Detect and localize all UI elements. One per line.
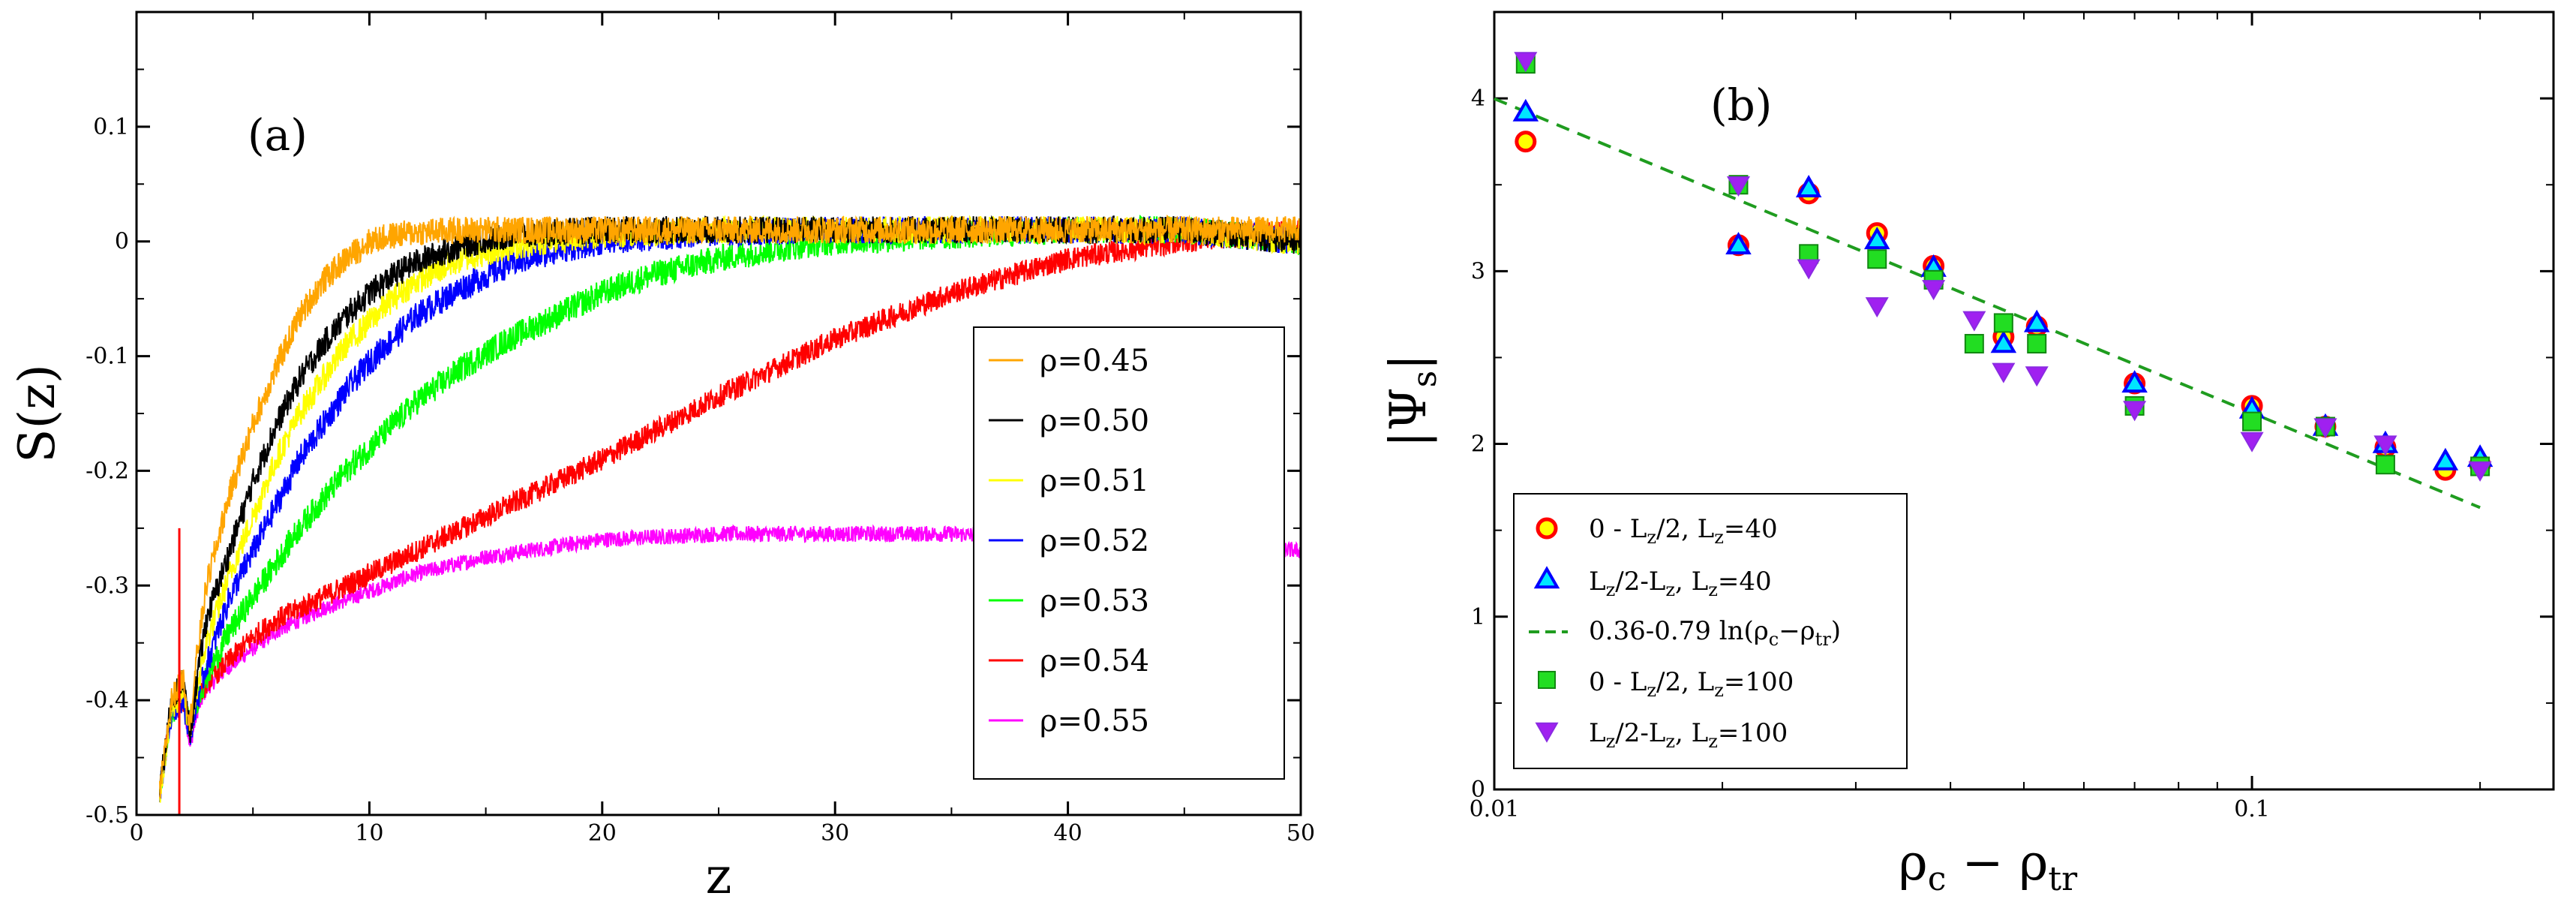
point-triangle-down [2373, 435, 2397, 456]
point-triangle-down [2123, 401, 2147, 422]
a-xtick-label: 0 [129, 820, 143, 846]
b-xtick-label: 0.1 [2234, 796, 2270, 822]
point-triangle-down [1726, 176, 1750, 197]
b-ytick-label: 4 [1471, 86, 1485, 112]
point-triangle-down [1922, 280, 1946, 301]
a-xtick-label: 30 [821, 820, 849, 846]
legend-a-label-6: ρ=0.55 [1040, 704, 1149, 738]
legend-a-label-5: ρ=0.54 [1040, 644, 1149, 678]
legend-b-label-3: 0 - Lz/2, Lz=100 [1589, 667, 1794, 701]
b-ytick-label: 3 [1471, 258, 1485, 284]
panel-b: 0.01 0.1 0 1 2 3 4 (b) ρc − ρtr |Ψs| 0 - Lz/2,… [1380, 11, 2555, 898]
panel-b-label: (b) [1710, 80, 1772, 131]
point-square [1993, 313, 2013, 333]
point-square [2027, 334, 2047, 354]
b-ytick-label: 2 [1471, 431, 1485, 458]
panel-b-legend-entries [1529, 517, 1568, 743]
a-xtick-label: 50 [1286, 820, 1315, 846]
legend-b-swatch-0 [1536, 517, 1558, 540]
a-xtick-label: 40 [1054, 820, 1082, 846]
point-square [1964, 334, 1984, 354]
point-triangle-up [1725, 231, 1752, 254]
legend-a-label-4: ρ=0.53 [1040, 584, 1149, 618]
panel-a-legend-entries: ρ=0.45 ρ=0.50 ρ=0.51 ρ=0.52 ρ=0.53 ρ=0.54 ρ=0.… [989, 344, 1149, 738]
point-triangle-down [2240, 431, 2264, 453]
a-ytick-label: 0 [115, 229, 129, 255]
panel-a-ticks: 0 10 20 30 40 50 -0.5 -0.4 -0.3 -0.2 -0.1 0 0.1 [86, 12, 1315, 846]
panel-a-ylabel: S(z) [8, 364, 66, 462]
point-circle [1515, 131, 1537, 153]
panel-b-ticks: 0.01 0.1 0 1 2 3 4 [1470, 12, 2553, 822]
point-triangle-down [2025, 366, 2049, 387]
point-triangle-up [2432, 447, 2459, 471]
point-triangle-down [1514, 52, 1538, 73]
point-triangle-up [1863, 227, 1890, 250]
legend-b-swatch-1 [1533, 566, 1560, 589]
panel-b-legend: 0 - Lz/2, Lz=40 Lz/2-Lz, Lz=40 0.36-0.79… [1513, 493, 1908, 769]
point-triangle-down [2468, 461, 2492, 482]
legend-b-label-0: 0 - Lz/2, Lz=40 [1589, 514, 1778, 548]
panel-b-fit [1494, 97, 2481, 510]
legend-b-label-4: Lz/2-Lz, Lz=100 [1589, 718, 1788, 752]
point-triangle-down [1865, 297, 1889, 318]
a-ytick-label: -0.1 [86, 344, 129, 370]
panel-b-legend-box [1513, 493, 1908, 769]
a-ytick-label: -0.3 [86, 573, 129, 599]
point-triangle-up [2121, 370, 2148, 393]
point-triangle-up [1795, 175, 1822, 198]
legend-a-label-0: ρ=0.45 [1040, 344, 1149, 378]
point-triangle-up [1512, 98, 1539, 122]
point-triangle-down [1797, 259, 1821, 280]
a-ytick-label: -0.5 [86, 802, 129, 828]
point-triangle-down [1962, 311, 1986, 332]
panel-b-points [1512, 52, 2493, 482]
point-square [2242, 411, 2262, 431]
a-xtick-label: 20 [588, 820, 617, 846]
b-ytick-label: 0 [1471, 777, 1485, 803]
b-xtick-label: 0.01 [1470, 796, 1520, 822]
panel-a-xlabel: z [706, 847, 732, 899]
panel-b-ylabel: |Ψs| [1380, 354, 1444, 448]
a-ytick-label: 0.1 [93, 114, 129, 140]
legend-a-label-3: ρ=0.52 [1040, 524, 1149, 558]
panel-a-series [159, 214, 1302, 815]
legend-a-label-2: ρ=0.51 [1040, 464, 1149, 498]
series-line-5 [159, 220, 1302, 798]
a-ytick-label: -0.4 [86, 687, 129, 714]
panel-b-xlabel: ρc − ρtr [1899, 834, 2078, 898]
panel-a-legend: ρ=0.45 ρ=0.50 ρ=0.51 ρ=0.52 ρ=0.53 ρ=0.54 ρ=0.… [973, 326, 1285, 780]
b-ytick-label: 1 [1471, 604, 1485, 630]
panel-a: 0 10 20 30 40 50-0.5-0.4-0.3-0.2-0.100.1 (a) … [8, 11, 1315, 899]
point-triangle-down [2313, 418, 2337, 439]
panel-a-label: (a) [248, 110, 308, 161]
legend-b-swatch-3 [1538, 671, 1556, 689]
legend-b-label-2: 0.36-0.79 ln(ρc−ρtr) [1589, 616, 1841, 650]
a-ytick-label: -0.2 [86, 458, 129, 484]
fit-line [1494, 97, 2481, 510]
point-triangle-down [1992, 362, 2016, 383]
legend-b-swatch-4 [1535, 722, 1559, 743]
point-square [2375, 455, 2395, 475]
legend-b-label-1: Lz/2-Lz, Lz=40 [1589, 567, 1772, 600]
a-xtick-label: 10 [355, 820, 383, 846]
point-triangle-up [1990, 330, 2017, 353]
point-triangle-up [2023, 309, 2050, 332]
point-square [1867, 249, 1887, 269]
legend-a-label-1: ρ=0.50 [1040, 404, 1149, 438]
panel-a-legend-box [973, 326, 1285, 780]
series-line-0 [159, 214, 1302, 799]
